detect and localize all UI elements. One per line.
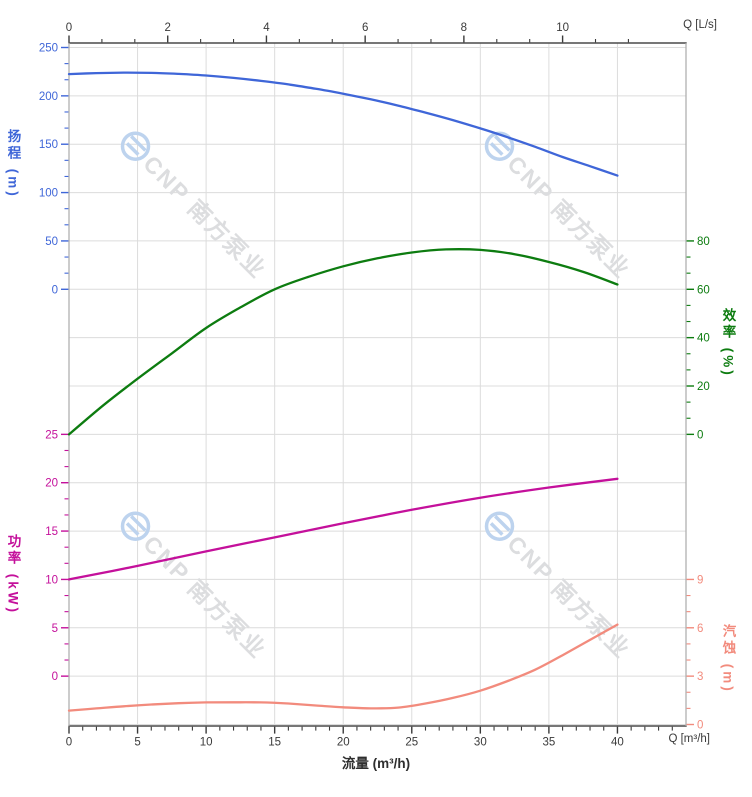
svg-text:4: 4	[263, 22, 270, 34]
watermark-layer: CNP 南方泵业 CNP 南方泵业 CNP 南方泵业 CNP 南方泵业	[120, 131, 636, 664]
svg-text:5: 5	[134, 737, 140, 749]
svg-text:40: 40	[611, 737, 624, 749]
svg-text:0: 0	[52, 671, 58, 683]
plot-border	[68, 42, 687, 727]
svg-text:20: 20	[45, 478, 58, 490]
top-axis-unit-label: Q [L/s]	[683, 19, 717, 31]
cnp-watermark: CNP 南方泵业	[120, 131, 272, 284]
svg-text:30: 30	[474, 737, 487, 749]
svg-text:0: 0	[52, 284, 58, 296]
svg-text:10: 10	[556, 22, 569, 34]
svg-text:9: 9	[697, 574, 703, 586]
svg-text:15: 15	[268, 737, 281, 749]
cnp-watermark: CNP 南方泵业	[484, 131, 636, 284]
svg-text:10: 10	[200, 737, 213, 749]
bottom-axis-unit-label: Q [m³/h]	[668, 733, 710, 745]
svg-text:CNP 南方泵业: CNP 南方泵业	[138, 150, 271, 283]
svg-text:6: 6	[362, 22, 368, 34]
svg-text:CNP 南方泵业: CNP 南方泵业	[502, 530, 635, 663]
svg-text:35: 35	[542, 737, 555, 749]
svg-text:5: 5	[52, 623, 58, 635]
svg-text:0: 0	[66, 737, 72, 749]
svg-text:25: 25	[405, 737, 418, 749]
svg-text:0: 0	[697, 429, 703, 441]
svg-text:8: 8	[461, 22, 467, 34]
svg-text:100: 100	[39, 188, 58, 200]
svg-text:6: 6	[697, 623, 703, 635]
gridlines	[68, 43, 687, 726]
svg-text:10: 10	[45, 574, 58, 586]
svg-text:CNP 南方泵业: CNP 南方泵业	[138, 530, 271, 663]
svg-text:80: 80	[697, 236, 710, 248]
svg-text:25: 25	[45, 429, 58, 441]
svg-text:0: 0	[697, 720, 703, 732]
npsh-curve	[67, 623, 619, 712]
top-axis: 0 2 4 6 8 10	[66, 22, 629, 43]
npsh-axis: 9 6 3 0	[686, 574, 703, 732]
head-axis-title: 扬程 (m)	[5, 129, 21, 199]
svg-text:150: 150	[39, 139, 58, 151]
npsh-axis-title: 汽蚀 (m)	[720, 624, 736, 694]
head-curve	[67, 71, 619, 177]
svg-text:3: 3	[697, 671, 703, 683]
efficiency-axis-title: 效率 (%)	[720, 308, 736, 378]
efficiency-axis: 80 60 40 20 0	[686, 236, 710, 441]
power-axis: 25 20 15 10 5 0	[45, 429, 69, 683]
svg-text:250: 250	[39, 43, 58, 55]
x-axis-title: 流量 (m³/h)	[341, 756, 411, 771]
svg-text:0: 0	[66, 22, 72, 34]
power-curve	[67, 477, 619, 581]
svg-text:20: 20	[337, 737, 350, 749]
svg-text:200: 200	[39, 91, 58, 103]
svg-text:50: 50	[45, 236, 58, 248]
svg-text:20: 20	[697, 381, 710, 393]
svg-text:40: 40	[697, 333, 710, 345]
svg-text:CNP 南方泵业: CNP 南方泵业	[502, 150, 635, 283]
svg-text:15: 15	[45, 526, 58, 538]
power-axis-title: 功率 (kW)	[5, 534, 21, 615]
efficiency-curve	[67, 248, 619, 436]
head-axis: 250 200 150 100 50 0	[39, 43, 69, 296]
svg-text:2: 2	[165, 22, 171, 34]
svg-text:60: 60	[697, 284, 710, 296]
bottom-axis: 0 5 10 15 20 25 30 35 40	[66, 726, 673, 749]
curves	[67, 71, 619, 712]
